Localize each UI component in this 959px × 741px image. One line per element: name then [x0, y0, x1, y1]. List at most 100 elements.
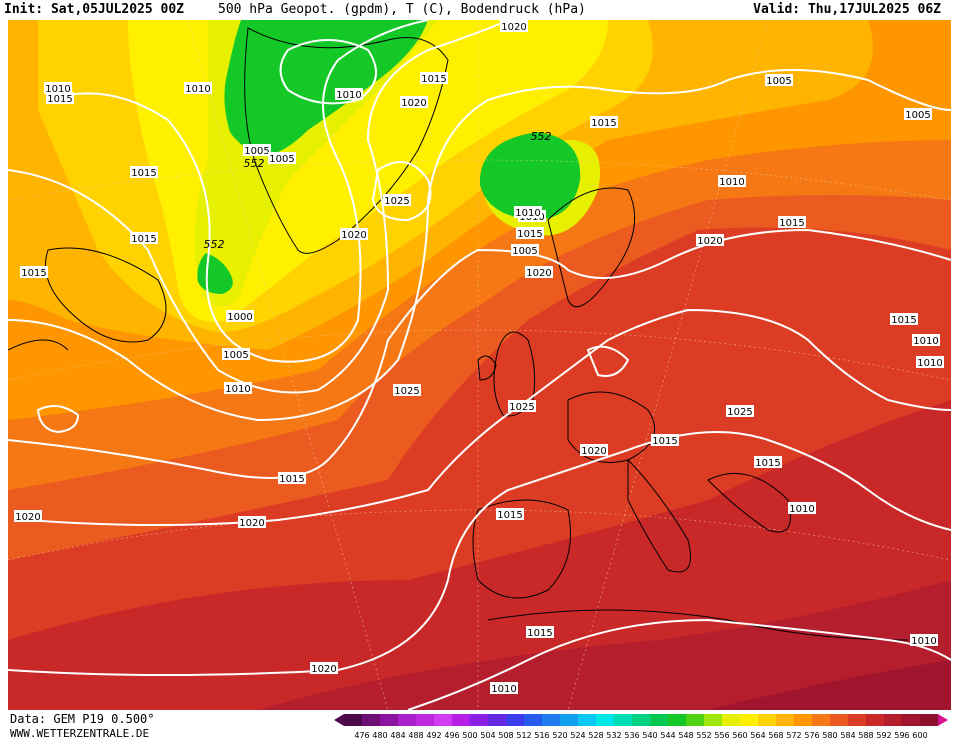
pressure-label-text: 1015 [497, 510, 522, 521]
isobars [8, 20, 951, 710]
pressure-label-text: 1010 [45, 84, 70, 95]
pressure-label-text: 1015 [421, 74, 446, 85]
pressure-label-text: 1005 [244, 146, 269, 157]
legend-swatch [596, 714, 614, 726]
pressure-label: 1015 [890, 313, 918, 326]
cold-low-greenland [224, 20, 428, 155]
pressure-label: 1005 [904, 108, 932, 121]
color-legend: 476 480 484 488 492 496 500 504 508 512 516 520 524 5… [334, 714, 948, 740]
pressure-label-text: 1015 [131, 168, 156, 179]
legend-tick-label: 496 [444, 731, 459, 740]
legend-tick-label: 544 [660, 731, 675, 740]
legend-tick-label: 552 [696, 731, 711, 740]
pressure-label: 1020 [340, 228, 368, 241]
legend-swatch [812, 714, 830, 726]
pressure-label-text: 1025 [727, 407, 752, 418]
pressure-label-text: 1015 [591, 118, 616, 129]
legend-swatch [848, 714, 866, 726]
legend-swatch [416, 714, 434, 726]
init-time: Init: Sat,05JUL2025 00Z [4, 2, 185, 17]
legend-swatch [722, 714, 740, 726]
pressure-label: 1015 [754, 456, 782, 469]
pressure-label: 1020 [400, 96, 428, 109]
pressure-label: 1020 [238, 516, 266, 529]
map-title: 500 hPa Geopot. (gpdm), T (C), Bodendruc… [218, 2, 586, 17]
legend-swatch [668, 714, 686, 726]
pressure-label: 1015 [496, 508, 524, 521]
legend-swatch [506, 714, 524, 726]
pressure-label: 1020 [696, 234, 724, 247]
legend-tick-label: 548 [678, 731, 693, 740]
legend-swatch [578, 714, 596, 726]
pressure-label-text: 1015 [779, 218, 804, 229]
legend-tick-label: 500 [462, 731, 477, 740]
legend-tick-label: 580 [822, 731, 837, 740]
pressure-label: 1015 [526, 626, 554, 639]
pressure-label-text: 1015 [131, 234, 156, 245]
pressure-label-text: 1005 [766, 76, 791, 87]
pressure-label-text: 1015 [652, 436, 677, 447]
legend-tick-label: 520 [552, 731, 567, 740]
pressure-label-text: 1020 [341, 230, 366, 241]
legend-tick-label: 512 [516, 731, 531, 740]
pressure-label: 1005 [511, 244, 539, 257]
legend-tick-label: 564 [750, 731, 765, 740]
legend-arrow-left [334, 714, 344, 726]
pressure-label: 1010 [184, 82, 212, 95]
legend-tick-label: 592 [876, 731, 891, 740]
legend-swatch [758, 714, 776, 726]
pressure-label-text: 1020 [401, 98, 426, 109]
pressure-label: 1005 [268, 152, 296, 165]
pressure-label: 1010 [916, 356, 944, 369]
legend-swatch [524, 714, 542, 726]
geopotential-label: 552 [204, 238, 225, 251]
legend-swatch [344, 714, 362, 726]
legend-tick-label: 516 [534, 731, 549, 740]
legend-swatch [362, 714, 380, 726]
pressure-label-text: 1005 [512, 246, 537, 257]
legend-tick-label: 532 [606, 731, 621, 740]
legend-tick-label: 536 [624, 731, 639, 740]
legend-swatch [614, 714, 632, 726]
pressure-label: 1015 [778, 216, 806, 229]
pressure-label-text: 1025 [509, 402, 534, 413]
legend-tick-label: 528 [588, 731, 603, 740]
legend-tick-label: 476 [354, 731, 369, 740]
pressure-label-text: 1005 [905, 110, 930, 121]
legend-swatch [560, 714, 578, 726]
legend-tick-label: 524 [570, 731, 585, 740]
pressure-label: 1015 [420, 72, 448, 85]
pressure-label: 1010 [490, 682, 518, 695]
legend-tick-label: 596 [894, 731, 909, 740]
pressure-label-text: 1010 [185, 84, 210, 95]
legend-tick-label: 480 [372, 731, 387, 740]
pressure-label: 1010 [335, 88, 363, 101]
pressure-label: 1010 [224, 382, 252, 395]
legend-swatch [452, 714, 470, 726]
legend-swatch [920, 714, 938, 726]
legend-swatch [902, 714, 920, 726]
pressure-label: 1005 [222, 348, 250, 361]
pressure-label-text: 1010 [911, 636, 936, 647]
pressure-label: 1020 [14, 510, 42, 523]
pressure-label-text: 1015 [517, 229, 542, 240]
pressure-label: 1010 [910, 634, 938, 647]
legend-swatch [434, 714, 452, 726]
legend-tick-label: 600 [912, 731, 927, 740]
website-credit: WWW.WETTERZENTRALE.DE [10, 727, 150, 740]
legend-swatch [632, 714, 650, 726]
legend-swatch [470, 714, 488, 726]
pressure-label: 1010 [788, 502, 816, 515]
pressure-label: 1000 [226, 310, 254, 323]
header-bar: Init: Sat,05JUL2025 00Z 500 hPa Geopot. … [0, 0, 959, 20]
pressure-label: 1025 [393, 384, 421, 397]
legend-swatch [542, 714, 560, 726]
pressure-label: 1020 [580, 444, 608, 457]
pressure-label-text: 1025 [384, 196, 409, 207]
pressure-label-text: 1010 [917, 358, 942, 369]
pressure-label-text: 1020 [697, 236, 722, 247]
pressure-label-text: 1020 [501, 22, 526, 33]
legend-tick-label: 556 [714, 731, 729, 740]
pressure-label-text: 1015 [21, 268, 46, 279]
geopotential-label: 552 [531, 130, 552, 143]
